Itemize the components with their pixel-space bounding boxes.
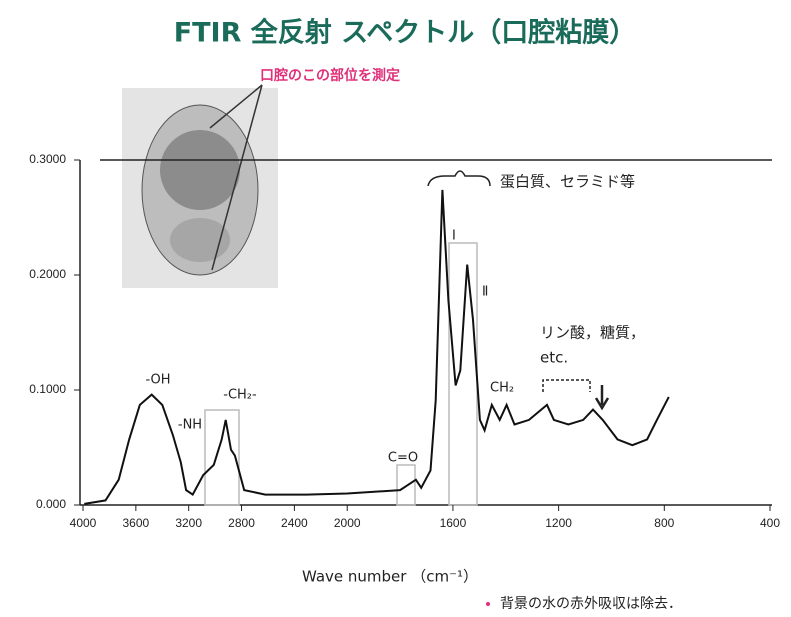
annotation: 蛋白質、セラミド等	[500, 173, 635, 191]
x-tick-label: 400	[760, 516, 780, 530]
annotation: -NH	[178, 418, 202, 433]
x-tick-label: 3200	[175, 516, 202, 530]
annotation: C=O	[388, 451, 418, 466]
footnote: 背景の水の赤外吸収は除去．	[500, 596, 682, 612]
subtitle: 口腔のこの部位を測定	[260, 67, 400, 84]
chart-title: FTIR 全反射 スペクトル（口腔粘膜）	[174, 17, 637, 49]
note-dot	[486, 602, 490, 606]
x-tick-label: 3600	[122, 516, 149, 530]
y-tick-label: 0.000	[36, 497, 66, 511]
x-tick-label: 800	[654, 516, 674, 530]
x-tick-label: 2800	[228, 516, 255, 530]
annotation-arrow	[596, 385, 608, 408]
annotation: Ⅱ	[482, 285, 488, 300]
annotation: リン酸，糖質，	[540, 324, 645, 342]
x-tick-label: 1600	[440, 516, 467, 530]
annotation: etc.	[540, 349, 568, 367]
x-axis-title: Wave number （cm⁻¹）	[302, 568, 478, 586]
annotation-brace	[428, 171, 490, 186]
x-tick-label: 2400	[281, 516, 308, 530]
annotation: -OH	[145, 373, 170, 388]
annotation: CH₂	[490, 381, 514, 396]
y-tick-label: 0.2000	[29, 267, 66, 281]
x-tick-label: 4000	[70, 516, 97, 530]
annotation-bracket	[543, 380, 590, 392]
mouth-illustration	[122, 85, 278, 288]
x-tick-label: 2000	[334, 516, 361, 530]
y-tick-label: 0.3000	[29, 152, 66, 166]
annotation: -CH₂-	[223, 388, 257, 403]
chart: FTIR 全反射 スペクトル（口腔粘膜） 口腔のこの部位を測定 Wave num…	[0, 0, 791, 617]
y-tick-label: 0.1000	[29, 382, 66, 396]
x-tick-label: 1200	[545, 516, 572, 530]
annotation: Ⅰ	[452, 229, 456, 244]
